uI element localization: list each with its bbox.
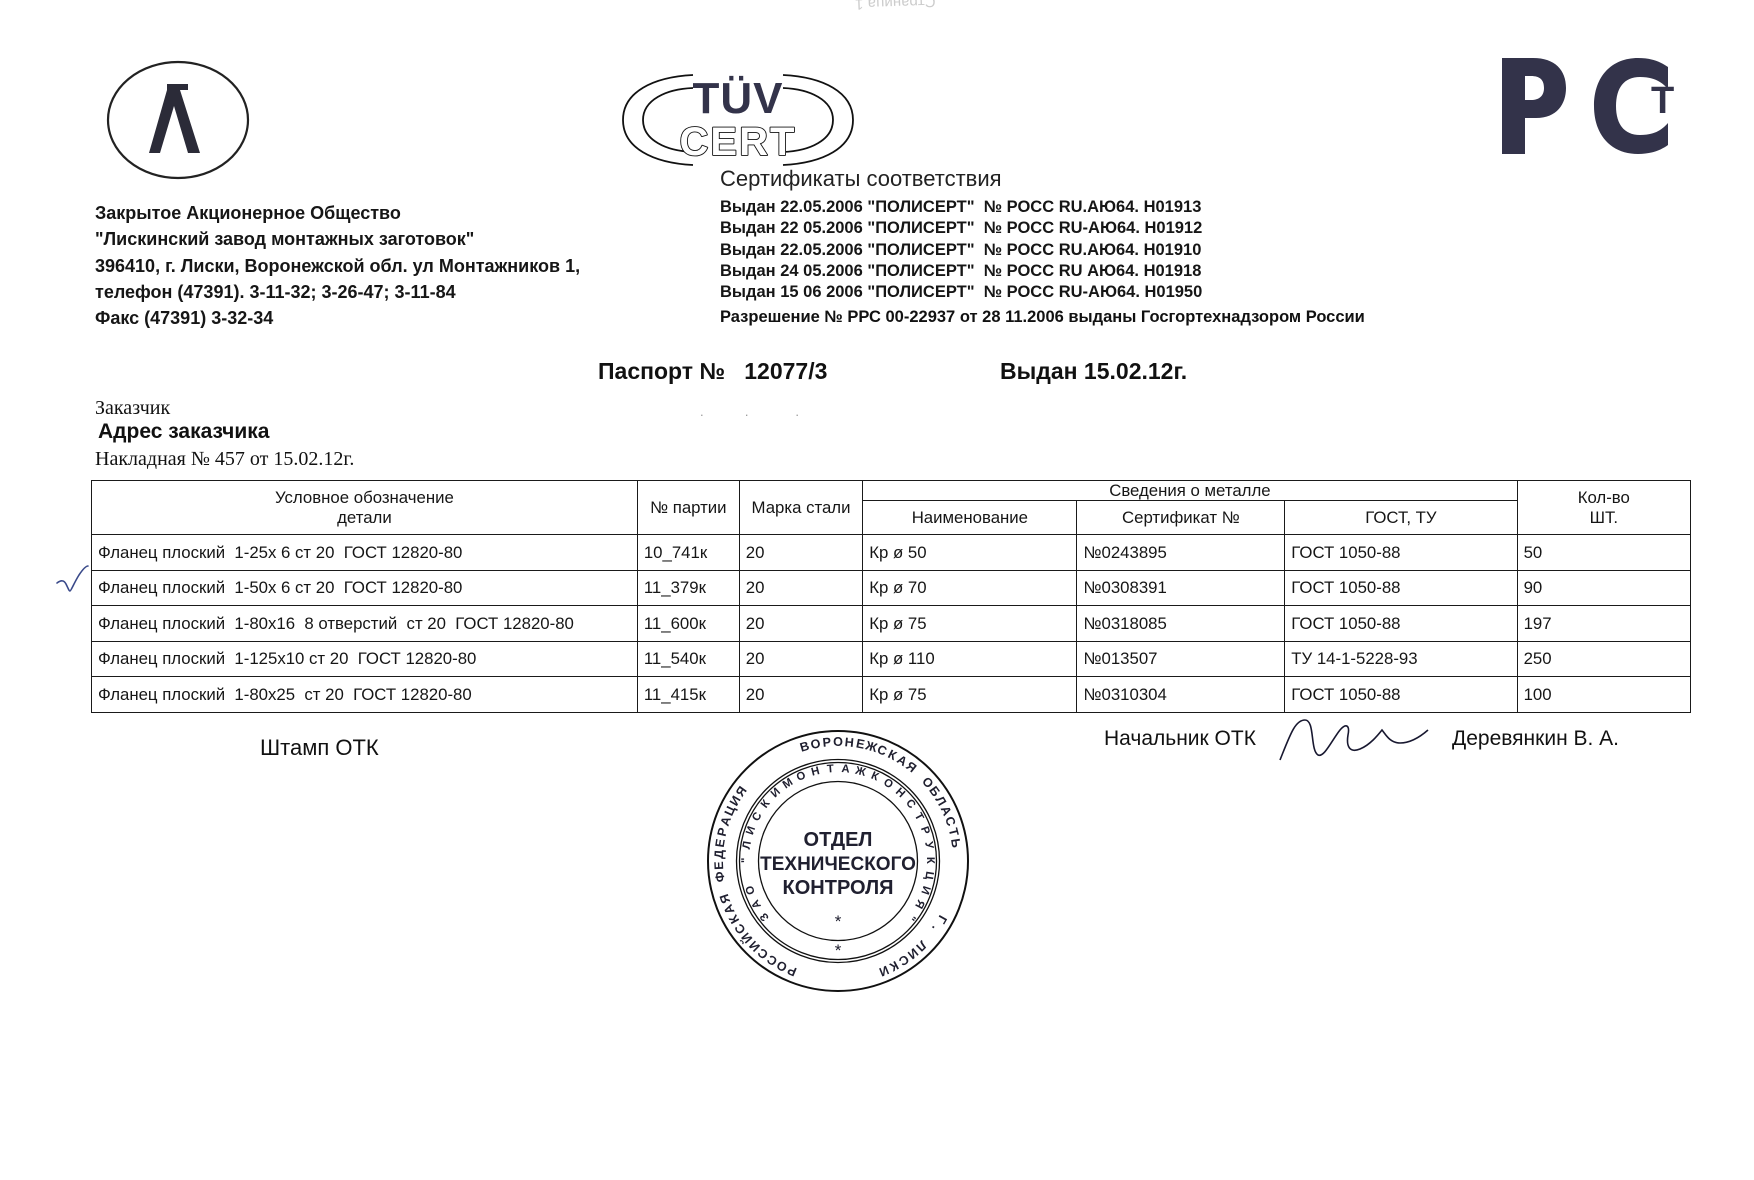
svg-text:К: К [869,770,880,784]
svg-text:КОНТРОЛЯ: КОНТРОЛЯ [783,877,894,899]
svg-text:О: О [833,735,843,749]
svg-text:И: И [877,963,891,979]
svg-text:Ж: Ж [853,764,868,779]
svg-text:Т: Т [946,827,962,838]
svg-text:": " [905,911,918,923]
svg-text:ТЕХНИЧЕСКОГО: ТЕХНИЧЕСКОГО [760,854,916,875]
svg-text:М: М [781,776,795,791]
svg-text:А: А [841,763,850,776]
svg-text:Т: Т [912,811,926,823]
svg-text:О: О [809,736,821,752]
svg-text:С: С [903,797,917,811]
svg-text:К: К [759,798,773,811]
svg-text:TÜV: TÜV [693,74,784,123]
svg-text:И: И [918,884,932,896]
svg-text:З: З [758,910,772,923]
svg-text:И: И [744,825,758,837]
svg-text:О: О [795,769,808,784]
svg-text:Ц: Ц [922,870,935,881]
svg-text:Ф: Ф [712,870,727,883]
svg-text:У: У [922,841,935,851]
svg-text:С: С [750,810,764,823]
svg-text:Я: Я [912,898,926,911]
svg-text:С: С [942,815,958,828]
svg-text:Р: Р [715,826,731,838]
svg-text:Т: Т [827,763,835,776]
svg-text:Л: Л [741,840,754,850]
svg-text:Р: Р [918,825,932,837]
svg-text:T: T [1651,80,1674,122]
svg-text:.: . [929,923,942,934]
svg-text:ОТДЕЛ: ОТДЕЛ [804,829,873,851]
svg-text:Е: Е [712,861,726,870]
svg-text:CERT: CERT [680,120,797,164]
svg-text:Г: Г [934,913,950,926]
svg-text:Н: Н [844,735,854,750]
svg-text:А: А [749,898,763,911]
svg-text:Я: Я [717,892,733,905]
svg-text:": " [740,858,752,863]
svg-text:Р: Р [822,735,832,750]
svg-text:*: * [835,941,842,960]
svg-text:*: * [835,912,842,931]
svg-text:Ь: Ь [948,838,963,849]
svg-text:К: К [924,857,936,864]
svg-text:О: О [744,884,758,896]
svg-text:Д: Д [712,849,726,859]
svg-text:Е: Е [713,838,728,848]
svg-text:Н: Н [810,765,821,779]
